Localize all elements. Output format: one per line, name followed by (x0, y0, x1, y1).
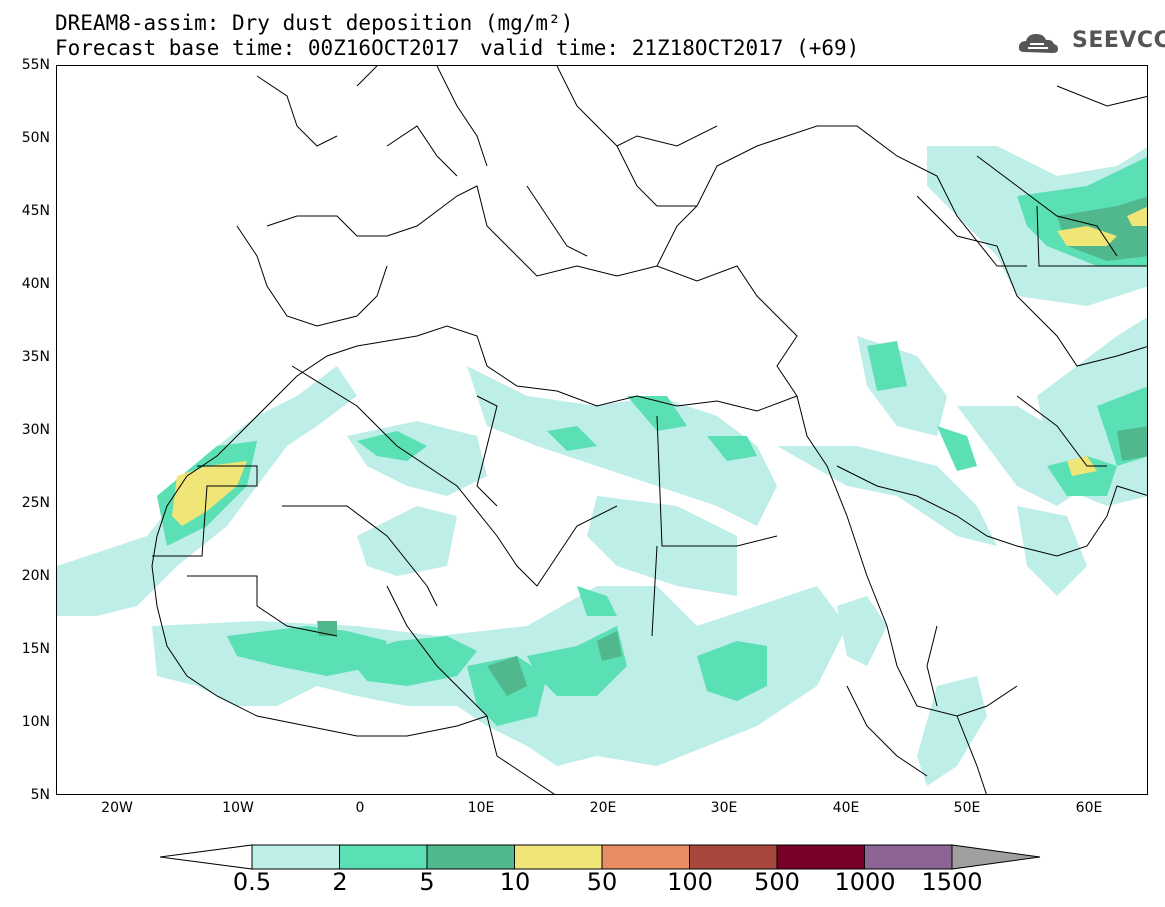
colorbar-label: 500 (754, 868, 800, 896)
lat-label: 15N (21, 641, 50, 657)
colorbar-segment (426, 844, 515, 870)
dust-map (57, 66, 1147, 794)
lon-label: 40E (832, 800, 860, 816)
logo-text: SEEVCCC (1072, 28, 1165, 53)
lon-label: 60E (1075, 800, 1103, 816)
lat-label: 20N (21, 568, 50, 584)
colorbar-segment (339, 844, 428, 870)
colorbar (160, 844, 1041, 870)
colorbar-segment (601, 844, 690, 870)
lat-label: 50N (21, 130, 50, 146)
lat-label: 40N (21, 276, 50, 292)
colorbar-segment (251, 844, 340, 870)
colorbar-segment (864, 844, 953, 870)
lat-label: 30N (21, 422, 50, 438)
colorbar-segment (689, 844, 778, 870)
colorbar-over-arrow (951, 844, 1041, 870)
colorbar-label: 10 (499, 868, 531, 896)
lon-label: 20E (589, 800, 617, 816)
map-panel (56, 65, 1148, 795)
lon-label: 30E (710, 800, 738, 816)
colorbar-label: 0.5 (232, 868, 272, 896)
colorbar-label: 5 (419, 868, 435, 896)
lat-label: 55N (21, 57, 50, 73)
colorbar-under-arrow (160, 844, 253, 870)
lat-label: 5N (30, 787, 50, 803)
lon-label: 50E (953, 800, 981, 816)
colorbar-segment (776, 844, 865, 870)
map-title: DREAM8-assim: Dry dust deposition (mg/m²… (55, 11, 574, 35)
valid-time: valid time: 21Z18OCT2017 (+69) (480, 36, 860, 60)
colorbar-label: 1000 (834, 868, 896, 896)
dust-shading-high (172, 206, 1147, 526)
lon-label: 10E (467, 800, 495, 816)
lat-label: 35N (21, 349, 50, 365)
lon-label: 10W (222, 800, 254, 816)
colorbar-label: 2 (332, 868, 348, 896)
colorbar-label: 50 (586, 868, 618, 896)
lat-label: 45N (21, 203, 50, 219)
lat-label: 25N (21, 495, 50, 511)
cloud-logo-icon (1018, 34, 1058, 53)
lon-label: 0 (355, 800, 365, 816)
colorbar-segment (514, 844, 603, 870)
lat-label: 10N (21, 714, 50, 730)
lon-label: 20W (101, 800, 133, 816)
borders (151, 66, 1147, 794)
forecast-base-time: Forecast base time: 00Z16OCT2017 (55, 36, 460, 60)
colorbar-label: 1500 (921, 868, 983, 896)
colorbar-label: 100 (667, 868, 713, 896)
